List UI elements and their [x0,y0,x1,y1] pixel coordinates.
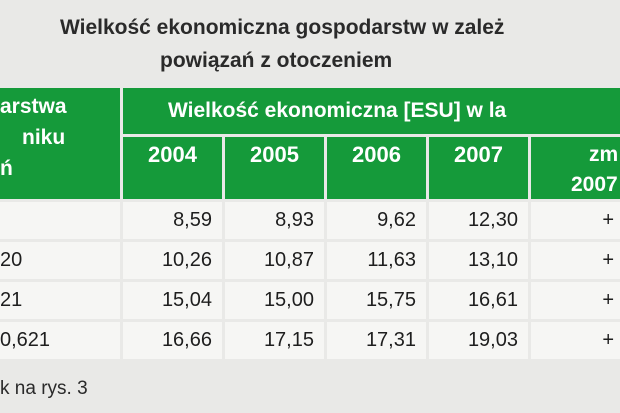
row-label-header: arstwa niku ń [0,88,120,199]
group-header: Wielkość ekonomiczna [ESU] w la [123,88,620,134]
row-3-2007: 16,61 [429,282,528,319]
year-header-2007: 2007 [429,137,528,199]
change-header-line1: zm [589,143,619,166]
row-4-2005: 17,15 [225,322,324,359]
table-title-line2: powiązań z otoczeniem [160,49,393,72]
row-3-2005: 15,00 [225,282,324,319]
row-label-header-line3: ń [0,157,13,180]
year-header-2006: 2006 [327,137,426,199]
year-header-2005: 2005 [225,137,324,199]
group-header-text: Wielkość ekonomiczna [ESU] w la [168,99,507,122]
row-4-label: 0,621 [0,322,120,359]
row-2-change: + [531,242,620,279]
row-2-label: 20 [0,242,120,279]
row-3-2004: 15,04 [123,282,222,319]
row-2-2006: 11,63 [327,242,426,279]
source-note: k na rys. 3 [0,378,88,399]
row-1-change: + [531,202,620,239]
row-label-header-line1: arstwa [0,95,67,118]
row-4-2006: 17,31 [327,322,426,359]
row-4-2004: 16,66 [123,322,222,359]
row-1-2004: 8,59 [123,202,222,239]
row-label-header-text: arstwa niku ń [0,91,67,184]
row-1-2006: 9,62 [327,202,426,239]
year-header-2004: 2004 [123,137,222,199]
row-4-2007: 19,03 [429,322,528,359]
row-1-label [0,202,120,239]
row-label-header-line2: niku [22,126,66,149]
row-4-change: + [531,322,620,359]
row-3-label: 21 [0,282,120,319]
change-header: zm 2007 [531,137,620,199]
row-2-2005: 10,87 [225,242,324,279]
row-1-2005: 8,93 [225,202,324,239]
row-2-2007: 13,10 [429,242,528,279]
table-title-line1: Wielkość ekonomiczna gospodarstw w zależ [60,16,505,39]
row-1-2007: 12,30 [429,202,528,239]
change-header-line2: 2007 [571,173,618,196]
row-3-change: + [531,282,620,319]
data-table: arstwa niku ń Wielkość ekonomiczna [ESU]… [0,88,620,363]
row-3-2006: 15,75 [327,282,426,319]
row-2-2004: 10,26 [123,242,222,279]
